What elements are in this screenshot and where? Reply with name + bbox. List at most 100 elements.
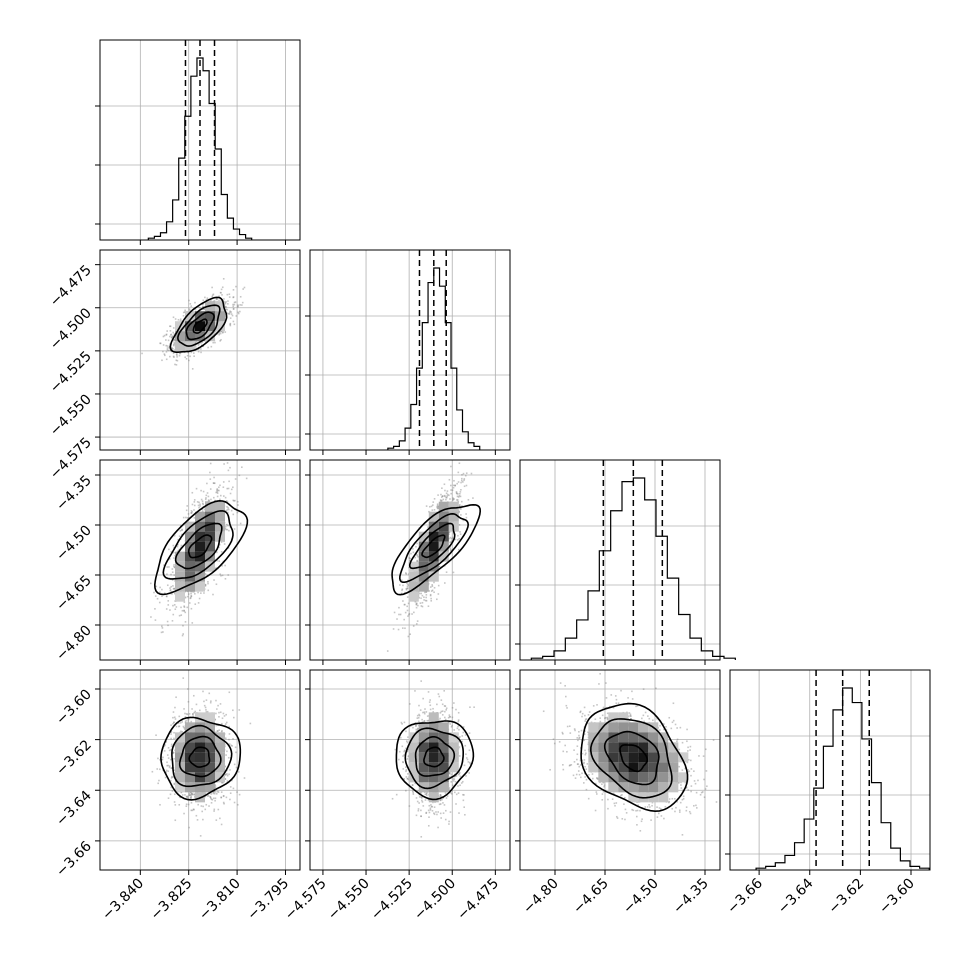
sample-point [417,789,419,792]
sample-point [678,765,681,768]
sample-point [204,572,207,575]
sample-point [407,579,409,582]
sample-point [462,793,464,796]
sample-point [686,761,689,764]
sample-point [402,761,404,763]
sample-point [224,527,227,530]
sample-point [173,801,176,803]
sample-point [207,582,209,585]
sample-point [214,499,216,502]
sample-point [168,749,171,752]
sample-point [226,462,229,464]
sample-point [180,544,183,547]
sample-point [656,816,659,818]
density-cell [618,722,629,733]
sample-point [186,505,189,507]
sample-point [187,351,190,354]
sample-point [183,311,186,313]
sample-point [229,317,232,319]
sample-point [452,484,455,487]
sample-point [161,758,164,761]
sample-point [222,481,225,483]
sample-point [220,781,223,784]
sample-point [461,477,463,480]
sample-point [631,690,633,693]
sample-point [451,724,453,727]
density-cell [638,772,649,783]
sample-point [182,311,185,314]
sample-point [232,289,235,291]
sample-point [213,300,216,302]
sample-point [173,721,175,724]
sample-point [674,723,677,726]
sample-point [437,505,440,508]
sample-point [190,351,193,354]
sample-point [473,706,475,709]
sample-point [415,730,418,733]
sample-point [232,709,234,712]
sample-point [657,812,660,815]
sample-point [642,714,645,717]
sample-point [166,754,169,756]
sample-point [203,592,205,594]
sample-point [687,789,689,791]
sample-point [586,722,589,725]
density-cell [195,581,205,592]
sample-point [614,695,617,697]
sample-point [695,804,697,807]
sample-point [170,731,172,733]
sample-point [180,606,182,609]
sample-point [236,500,239,503]
sample-point [190,596,192,599]
sample-point [174,363,176,366]
sample-point [202,690,204,693]
density-cell [175,591,185,602]
sample-point [215,731,217,734]
density-cell [648,752,659,763]
sample-point [204,583,207,586]
sample-point [449,716,452,718]
sample-point [689,812,692,815]
sample-point [196,819,199,821]
sample-point [403,778,405,781]
sample-point [399,584,401,586]
density-cell [205,722,215,733]
sample-point [687,746,689,749]
sample-point [156,597,159,600]
sample-point [407,615,409,617]
sample-point [465,472,468,474]
sample-point [175,353,178,356]
sample-point [602,706,605,709]
sample-point [213,476,215,479]
sample-point [174,318,177,320]
sample-point [451,716,454,719]
sample-point [620,689,622,692]
sample-point [450,492,452,495]
sample-point [216,559,218,562]
sample-point [227,547,230,549]
sample-point [424,708,426,710]
sample-point [170,333,173,336]
sample-point [407,778,410,781]
hist-panel-1 [95,39,301,245]
sample-point [183,609,185,612]
sample-point [190,595,192,597]
sample-point [188,794,191,797]
sample-point [585,718,588,720]
sample-point [676,800,678,803]
sample-point [218,711,220,714]
sample-point [606,716,608,719]
density-cell [205,752,215,763]
contour-line [187,534,213,559]
sample-point [403,749,406,752]
sample-point [231,745,233,747]
y-tick-label: −4.575 [47,435,95,483]
sample-point [406,609,409,612]
sample-point [457,792,460,794]
density-cell [438,551,449,562]
sample-point [416,728,419,730]
sample-point [425,596,427,599]
sample-point [219,340,221,342]
sample-point [222,331,224,333]
sample-point [161,627,164,629]
